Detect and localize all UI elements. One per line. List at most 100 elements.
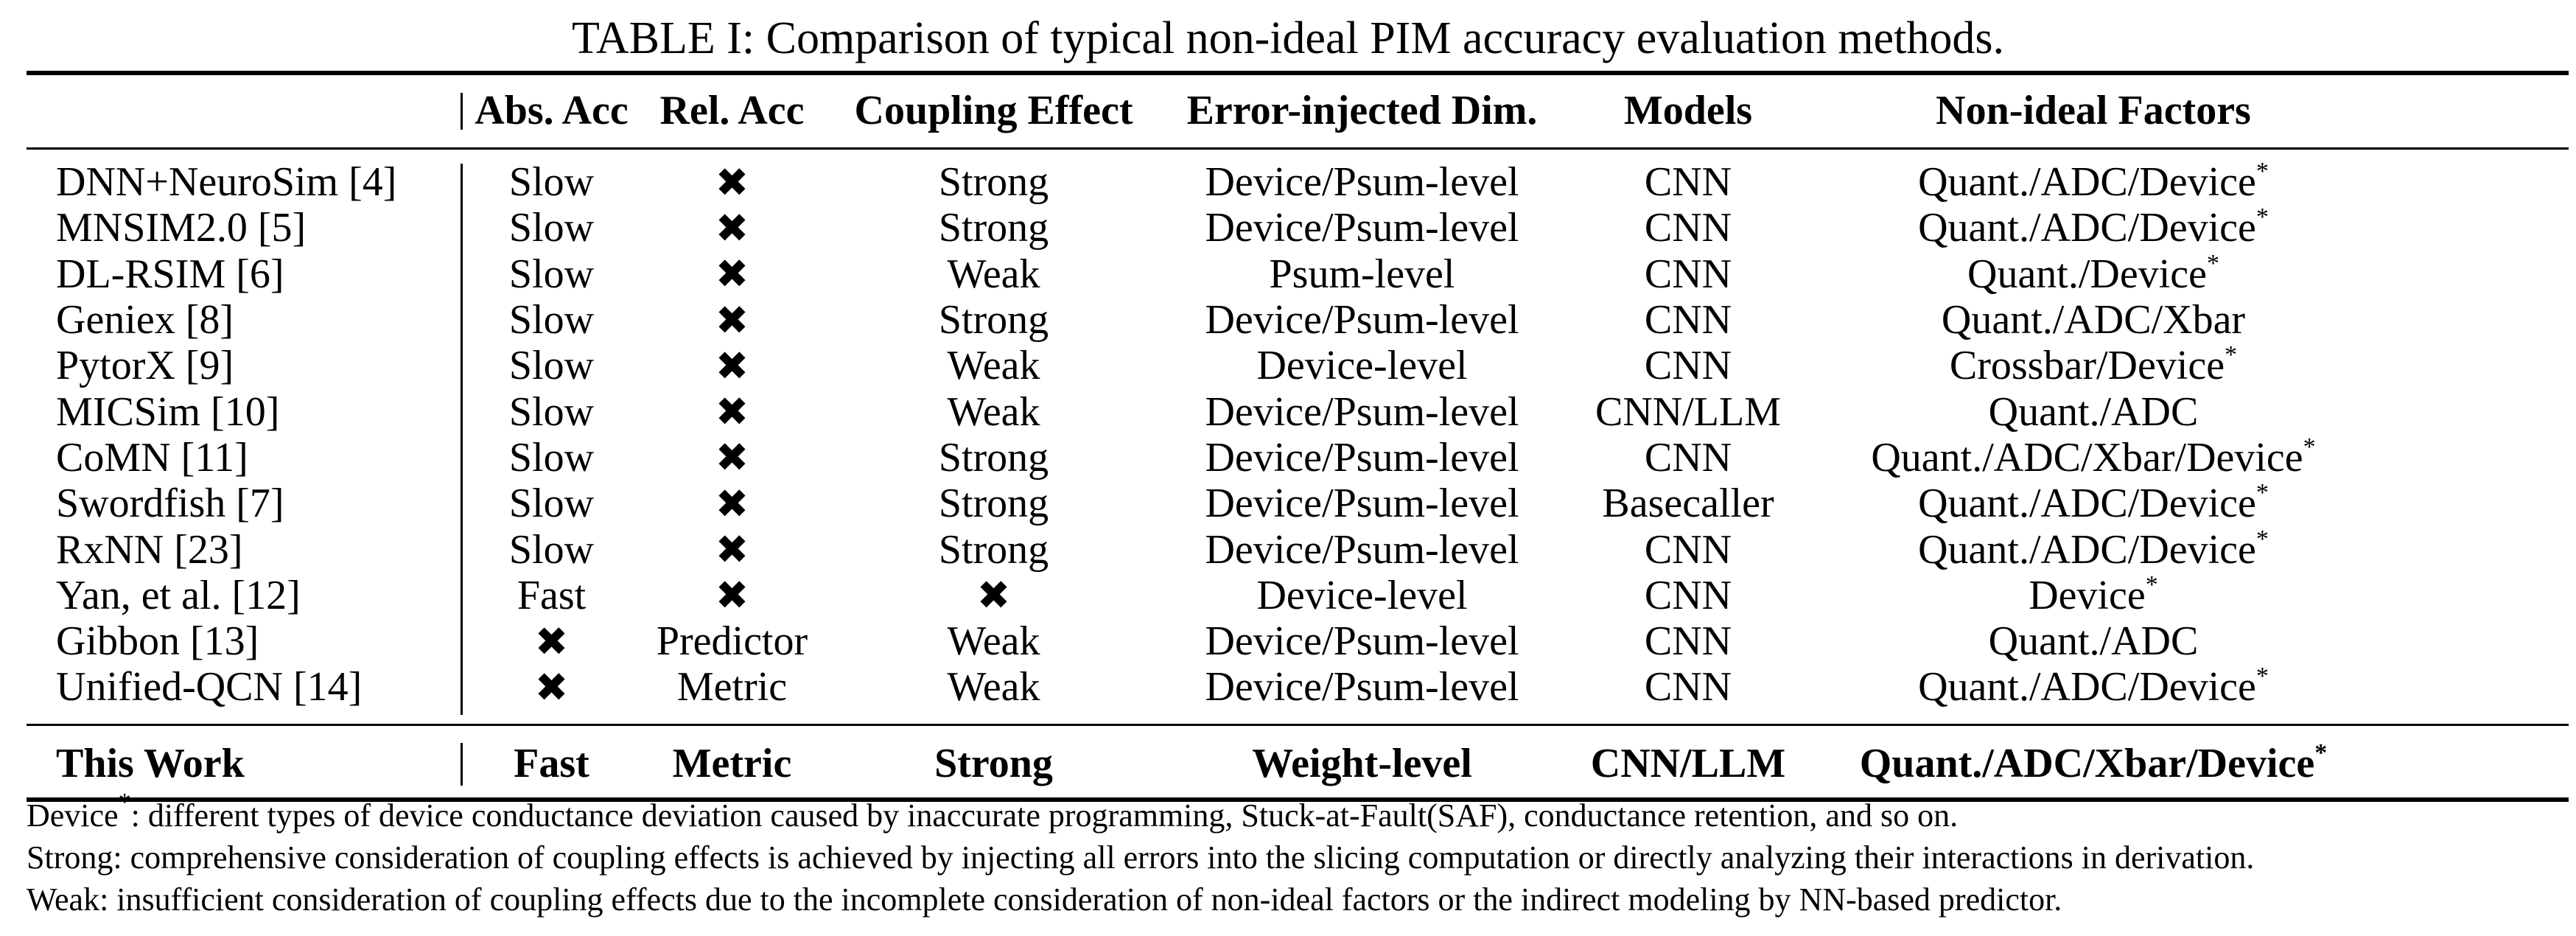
header-coupling-effect: Coupling Effect [854, 88, 1133, 133]
this-work-separator [461, 743, 463, 786]
models-cell: CNN [1644, 664, 1732, 710]
abs-acc-cell: Slow [508, 526, 595, 573]
coupling-effect-cell: Strong [938, 526, 1049, 573]
method-name: Swordfish [7] [56, 481, 284, 527]
table-caption: TABLE I: Comparison of typical non-ideal… [571, 13, 2005, 63]
models-cell: CNN [1644, 159, 1732, 206]
coupling-effect-cell: Weak [947, 618, 1040, 665]
note-strong: Strong: comprehensive consideration of c… [27, 839, 2255, 876]
device-asterisk: * [2255, 203, 2269, 231]
table-row: PytorX [9] Slow ✖ Weak Device-level CNN Crossb… [27, 342, 2569, 389]
cross-icon: ✖ [715, 572, 749, 619]
factors-text: Crossbar/Device [1949, 343, 2225, 389]
coupling-effect-cell: Strong [938, 205, 1049, 251]
non-ideal-factors-cell: Quant./ADC/Device* [1810, 204, 2377, 251]
device-asterisk: * [2255, 158, 2269, 186]
models-cell: CNN/LLM [1590, 741, 1786, 786]
models-cell: CNN [1644, 618, 1732, 665]
note-device-asterisk: * [118, 789, 131, 816]
table-row: Swordfish [7] Slow ✖ Strong Device/Psum-leve… [27, 480, 2569, 527]
factors-text: Quant./ADC/Device [1918, 664, 2256, 710]
non-ideal-factors-cell: Quant./ADC/Device* [1810, 480, 2377, 527]
error-injected-dim-cell: Device/Psum-level [1205, 159, 1519, 206]
models-cell: CNN [1644, 343, 1732, 389]
device-asterisk: * [2145, 570, 2158, 598]
coupling-effect-cell: Strong [938, 159, 1049, 206]
abs-acc-cell: Fast [517, 572, 587, 618]
coupling-effect-cell: Strong [938, 481, 1049, 527]
header-rule [27, 147, 2569, 150]
non-ideal-factors-cell: Crossbar/Device* [1810, 342, 2377, 389]
table-row: DNN+NeuroSim [4] Slow ✖ Strong Device/Psum-l… [27, 158, 2569, 206]
factors-text: Quant./ADC [1988, 618, 2199, 665]
abs-acc-cell: Fast [514, 741, 589, 786]
table-notes: Device*: different types of device condu… [27, 790, 2569, 921]
factors-text: Quant./ADC/Xbar/Device [1859, 741, 2315, 786]
abs-acc-cell: Slow [508, 159, 595, 206]
models-cell: CNN [1644, 526, 1732, 573]
cross-icon: ✖ [715, 296, 749, 343]
cross-icon: ✖ [715, 204, 749, 251]
factors-text: Quant./Device [1967, 251, 2207, 297]
cross-icon: ✖ [715, 158, 749, 206]
method-name: Unified-QCN [14] [56, 664, 363, 710]
device-asterisk: * [2255, 663, 2269, 691]
cross-icon: ✖ [534, 618, 569, 665]
error-injected-dim-cell: Device/Psum-level [1205, 297, 1519, 343]
coupling-effect-cell: Strong [934, 741, 1053, 786]
table-row: MICSim [10] Slow ✖ Weak Device/Psum-level CNN… [27, 388, 2569, 436]
non-ideal-factors-cell: Quant./ADC/Xbar [1810, 296, 2377, 343]
non-ideal-factors-cell: Quant./ADC [1810, 618, 2377, 665]
bottom-rule [27, 797, 2569, 802]
method-name: PytorX [9] [56, 343, 234, 389]
factors-text: Quant./ADC/Device [1918, 159, 2256, 206]
device-asterisk: * [2314, 739, 2328, 766]
method-name: DL-RSIM [6] [56, 251, 284, 297]
abs-acc-cell: Slow [508, 251, 595, 297]
device-asterisk: * [2303, 433, 2316, 461]
table-row: Yan, et al. [12] Fast ✖ ✖ Device-level CNN Dev… [27, 570, 2569, 619]
header-non-ideal-factors: Non-ideal Factors [1936, 88, 2251, 133]
factors-text: Quant./ADC/Xbar/Device [1871, 434, 2303, 481]
cross-icon: ✖ [715, 342, 749, 389]
factors-text: Quant./ADC/Device [1918, 205, 2256, 251]
error-injected-dim-cell: Device-level [1256, 343, 1468, 389]
error-injected-dim-cell: Device/Psum-level [1205, 205, 1519, 251]
table-row: CoMN [11] Slow ✖ Strong Device/Psum-level CNN… [27, 434, 2569, 481]
abs-acc-cell: Slow [508, 297, 595, 343]
device-asterisk: * [2255, 479, 2269, 507]
header-abs-acc: Abs. Acc [475, 88, 629, 133]
table-row: Unified-QCN [14] ✖ Metric Weak Device/Psum-l… [27, 664, 2569, 710]
method-name: DNN+NeuroSim [4] [56, 159, 397, 206]
non-ideal-factors-cell: Quant./ADC/Xbar/Device* [1810, 434, 2377, 481]
note-device-text: : different types of device conductance … [130, 797, 1959, 834]
factors-text: Quant./ADC/Xbar [1941, 297, 2246, 343]
device-asterisk: * [2225, 341, 2238, 369]
cross-icon: ✖ [534, 663, 569, 710]
table-row: DL-RSIM [6] Slow ✖ Weak Psum-level CNN Quant./… [27, 251, 2569, 297]
rel-acc-cell: Predictor [656, 618, 808, 665]
abs-acc-cell: Slow [508, 481, 595, 527]
models-cell: CNN [1644, 251, 1732, 297]
error-injected-dim-cell: Device/Psum-level [1205, 664, 1519, 710]
device-asterisk: * [2206, 249, 2219, 277]
non-ideal-factors-cell: Quant./Device* [1810, 251, 2377, 298]
header-error-injected-dim: Error-injected Dim. [1186, 88, 1538, 133]
cross-icon: ✖ [976, 572, 1011, 619]
factors-text: Quant./ADC/Device [1918, 526, 2256, 573]
abs-acc-cell: Slow [508, 434, 595, 481]
coupling-effect-cell: Strong [938, 434, 1049, 481]
method-name: Gibbon [13] [56, 618, 259, 665]
non-ideal-factors-cell: Quant./ADC/Xbar/Device* [1810, 740, 2377, 787]
table-row: Geniex [8] Slow ✖ Strong Device/Psum-level CN… [27, 297, 2569, 343]
table-row: Gibbon [13] ✖ Predictor Weak Device/Psum-lev… [27, 618, 2569, 665]
error-injected-dim-cell: Device/Psum-level [1205, 526, 1519, 573]
header-models: Models [1623, 88, 1753, 133]
error-injected-dim-cell: Device/Psum-level [1205, 481, 1519, 527]
this-work-rule [27, 724, 2569, 726]
cross-icon: ✖ [715, 434, 749, 481]
note-device-term: Device [27, 797, 119, 834]
header-rel-acc: Rel. Acc [659, 88, 805, 133]
non-ideal-factors-cell: Quant./ADC [1810, 388, 2377, 436]
